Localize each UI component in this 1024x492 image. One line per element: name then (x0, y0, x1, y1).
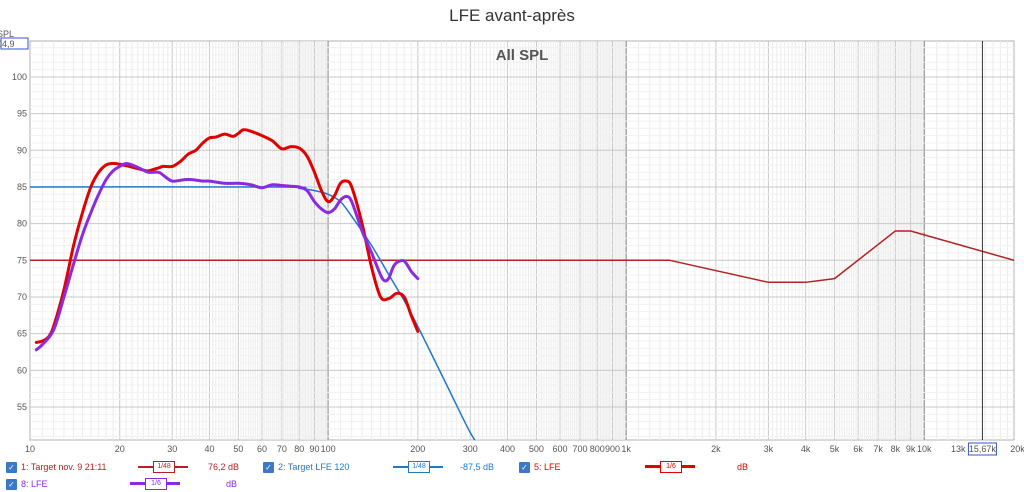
x-tick-label: 5k (830, 444, 840, 454)
legend-value: dB (737, 462, 749, 472)
legend-value: dB (226, 479, 238, 489)
series-line (30, 230, 1014, 284)
checkbox-icon[interactable]: ✓ (263, 461, 274, 473)
spl-chart: 100 95 90 85 80 75 70 65 60 55 SPL104,9 10 20 30 40 50 6… (0, 29, 1024, 456)
y-tick-label: 85 (17, 182, 27, 192)
chart-subtitle: All SPL (496, 47, 549, 64)
x-tick-label: 3k (764, 444, 774, 454)
legend-item-lfe-5[interactable]: ✓ 5: LFE (519, 460, 561, 474)
x-tick-label: 9k (906, 444, 916, 454)
checkbox-icon[interactable]: ✓ (6, 478, 17, 490)
x-tick-label: 60 (257, 444, 267, 454)
x-tick-label: 500 (529, 444, 544, 454)
y-tick-label: 60 (17, 365, 27, 375)
x-tick-label: 50 (233, 444, 243, 454)
y-tick-label: 100 (12, 72, 27, 82)
x-tick-label: 1k (621, 444, 631, 454)
x-tick-label: 30 (167, 444, 177, 454)
grid (29, 40, 1015, 441)
legend-value: -87,5 dB (460, 462, 495, 472)
y-tick-label: 65 (17, 329, 27, 339)
x-tick-label: 900 (605, 444, 620, 454)
tick-labels: 100 95 90 85 80 75 70 65 60 55 SPL104,9 10 20 30 40 50 6… (0, 29, 1024, 454)
x-tick-label: 10 (25, 444, 35, 454)
y-tick-label: 55 (17, 402, 27, 412)
smoothing-box: 1/48 (408, 461, 430, 473)
ymax-box (0, 37, 29, 50)
x-tick-label: 10k (917, 444, 932, 454)
x-tick-label: 90 (309, 444, 319, 454)
y-tick-label: 80 (17, 219, 27, 229)
x-tick-label: 20 (115, 444, 125, 454)
x-tick-label: 13k (951, 444, 966, 454)
y-axis-label: SPL (0, 29, 14, 39)
x-tick-label: 700 (572, 444, 587, 454)
y-tick-label: 90 (17, 145, 27, 155)
legend-label: 5: LFE (534, 462, 561, 472)
checkbox-icon[interactable]: ✓ (519, 461, 530, 473)
x-tick-label: 8k (891, 444, 901, 454)
smoothing-box: 1/48 (153, 461, 175, 473)
smoothing-box: 1/6 (660, 461, 682, 473)
cursor-box (967, 442, 997, 456)
legend-label: 2: Target LFE 120 (278, 462, 350, 472)
overlay-layer: All SPL 15,67k (496, 41, 997, 456)
legend-swatch[interactable]: 1/6 (130, 478, 180, 490)
x-tick-label: 4k (801, 444, 811, 454)
legend-swatch[interactable]: 1/48 (393, 461, 443, 473)
x-tick-label: 200 (410, 444, 425, 454)
x-tick-label: 80 (294, 444, 304, 454)
x-tick-label: 600 (553, 444, 568, 454)
legend-label: 8: LFE (21, 479, 48, 489)
series-line (30, 186, 476, 440)
x-tick-label: 20kHz (1010, 444, 1024, 454)
x-tick-label: 300 (463, 444, 478, 454)
legend-item-target-nov[interactable]: ✓ 1: Target nov. 9 21:11 (6, 460, 107, 474)
legend-swatch[interactable]: 1/48 (138, 461, 188, 473)
legend-item-target-lfe[interactable]: ✓ 2: Target LFE 120 (263, 460, 349, 474)
legend-value: 76,2 dB (208, 462, 240, 472)
smoothing-box: 1/6 (145, 478, 167, 490)
x-tick-label: 40 (204, 444, 214, 454)
series-line (34, 161, 420, 352)
series-line (34, 128, 420, 344)
legend: ✓ 1: Target nov. 9 21:11 1/48 76,2 dB ✓ … (0, 460, 1024, 492)
checkbox-icon[interactable]: ✓ (6, 461, 17, 473)
x-tick-label: 100 (321, 444, 336, 454)
x-tick-label: 400 (500, 444, 515, 454)
legend-item-lfe-8[interactable]: ✓ 8: LFE (6, 477, 48, 491)
cursor-label: 15,67k (969, 444, 997, 454)
x-tick-label: 800 (590, 444, 605, 454)
chart-title: LFE avant-après (449, 6, 575, 25)
legend-swatch[interactable]: 1/6 (645, 461, 695, 473)
y-tick-label: 75 (17, 255, 27, 265)
plot-area (29, 40, 1015, 441)
x-tick-label: 2k (711, 444, 721, 454)
y-tick-label: 95 (17, 109, 27, 119)
series-layer (30, 128, 1014, 440)
y-tick-label: 70 (17, 292, 27, 302)
x-tick-label: 70 (277, 444, 287, 454)
x-tick-label: 7k (873, 444, 883, 454)
legend-label: 1: Target nov. 9 21:11 (21, 462, 107, 472)
x-tick-label: 6k (853, 444, 863, 454)
ymax-label: 104,9 (0, 39, 15, 49)
